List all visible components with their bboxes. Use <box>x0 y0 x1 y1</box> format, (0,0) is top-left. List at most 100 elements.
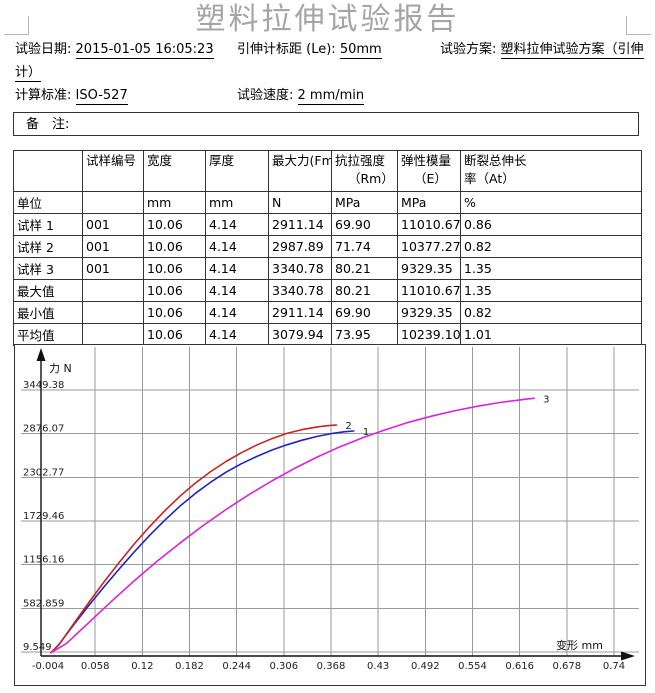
table-cell: 4.14 <box>205 257 269 280</box>
remarks-box: 备 注: <box>13 112 639 136</box>
table-cell: 10.06 <box>143 213 206 236</box>
table-cell: 2987.89 <box>268 235 332 258</box>
column-header: 宽度 <box>143 150 206 192</box>
curve-label-3: 3 <box>543 394 549 405</box>
y-tick-label: 3449.38 <box>23 380 64 391</box>
table-cell: mm <box>205 191 269 214</box>
table-cell: 1.35 <box>460 257 642 280</box>
table-cell: 2911.14 <box>268 301 332 324</box>
table-cell: 11010.67 <box>397 279 461 302</box>
y-tick-label: 2876.07 <box>23 424 64 435</box>
data-row: 试样 1 001 10.06 4.14 2911.14 69.90 11010.67 0.86 <box>13 213 642 236</box>
data-row: 最小值 10.06 4.14 2911.14 69.90 9329.35 0.82 <box>13 301 642 324</box>
y-tick-label: 582.859 <box>23 598 64 609</box>
gauge-length-label: 引伸计标距 (Le): <box>237 42 336 57</box>
x-tick-label: 0.244 <box>222 661 251 672</box>
table-cell: 10239.10 <box>397 323 461 346</box>
table-cell: 10377.27 <box>397 235 461 258</box>
y-axis-title: 力 N <box>49 362 72 375</box>
table-cell <box>82 323 144 346</box>
table-cell: 001 <box>82 235 144 258</box>
table-cell: 80.21 <box>331 279 398 302</box>
table-cell: mm <box>143 191 206 214</box>
table-cell: 73.95 <box>331 323 398 346</box>
test-speed-field: 试验速度: 2 mm/min <box>237 84 365 105</box>
table-cell: 4.14 <box>205 235 269 258</box>
table-cell: 001 <box>82 257 144 280</box>
x-tick-label: 0.368 <box>317 661 346 672</box>
units-row: 单位 mm mm N MPa MPa% <box>13 191 642 214</box>
table-cell: 69.90 <box>331 301 398 324</box>
standard-field: 计算标准: ISO-527 <box>15 84 128 105</box>
standard-value: ISO-527 <box>75 88 128 105</box>
table-cell: 0.86 <box>460 213 642 236</box>
x-axis-arrow-icon <box>621 651 635 661</box>
table-cell: 001 <box>82 213 144 236</box>
force-deformation-chart: 力 N 变形 mm -0.004 0.058 0.12 0.182 0.244 0.306 0.… <box>14 344 646 686</box>
table-cell: 3079.94 <box>268 323 332 346</box>
trim-mark-top-left <box>4 16 29 35</box>
results-table: 试样编号宽度厚度最大力(Fm)抗拉强度（Rm）弹性模量（E）断裂总伸长率（At）… <box>13 150 642 346</box>
x-axis-title: 变形 mm <box>556 638 603 652</box>
test-date-value: 2015-01-05 16:05:23 <box>75 42 214 59</box>
curve-specimen-1 <box>50 430 355 654</box>
y-tick-label: 2302.77 <box>23 467 64 478</box>
table-cell: 试样 1 <box>13 213 83 236</box>
table-cell: 1.35 <box>460 279 642 302</box>
column-header: 弹性模量 （E） <box>397 150 461 192</box>
table-cell: 1.01 <box>460 323 642 346</box>
y-tick-label: 1156.16 <box>23 555 64 566</box>
table-cell: 71.74 <box>331 235 398 258</box>
x-tick-label: 0.058 <box>81 661 110 672</box>
gauge-length-value: 50mm <box>339 42 382 59</box>
table-cell <box>82 191 144 214</box>
y-axis-arrow-icon <box>36 348 46 361</box>
table-cell <box>82 301 144 324</box>
page-title: 塑料拉伸试验报告 <box>195 2 460 37</box>
table-cell: 0.82 <box>460 301 642 324</box>
table-cell: 最大值 <box>13 279 83 302</box>
table-cell: 4.14 <box>205 301 269 324</box>
table-cell: 80.21 <box>331 257 398 280</box>
data-row: 试样 3 001 10.06 4.14 3340.78 80.21 9329.35 1.35 <box>13 257 642 280</box>
meta-line-2: 计） <box>15 61 42 82</box>
column-header: 试样编号 <box>82 150 144 192</box>
test-scheme-field: 试验方案: 塑料拉伸试验方案（引伸 <box>440 38 644 59</box>
table-cell: 10.06 <box>143 323 206 346</box>
data-row: 平均值 10.06 4.14 3079.94 73.95 10239.10 1.01 <box>13 323 642 346</box>
chart-canvas: 力 N 变形 mm -0.004 0.058 0.12 0.182 0.244 0.306 0.… <box>21 347 639 672</box>
trim-mark-top-right <box>626 16 651 35</box>
test-scheme-label: 试验方案: <box>440 42 497 57</box>
column-header: 断裂总伸长 率（At） <box>460 150 642 192</box>
remarks-label: 备 注: <box>26 117 70 132</box>
test-speed-value: 2 mm/min <box>297 88 365 105</box>
x-tick-label: 0.182 <box>175 661 204 672</box>
column-header: 抗拉强度 （Rm） <box>331 150 398 192</box>
table-cell: 69.90 <box>331 213 398 236</box>
table-cell: 2911.14 <box>268 213 332 236</box>
column-header: 厚度 <box>205 150 269 192</box>
x-tick-label: 0.306 <box>270 661 299 672</box>
x-tick-label: 0.492 <box>411 661 440 672</box>
table-cell: 单位 <box>13 191 83 214</box>
curve-specimen-2 <box>50 424 338 654</box>
column-header <box>13 150 83 192</box>
test-speed-label: 试验速度: <box>237 88 294 103</box>
x-tick-label: 0.74 <box>603 661 625 672</box>
table-cell: 平均值 <box>13 323 83 346</box>
gauge-length-field: 引伸计标距 (Le): 50mm <box>237 38 382 59</box>
table-cell: 9329.35 <box>397 301 461 324</box>
table-cell: MPa <box>397 191 461 214</box>
table-cell: 最小值 <box>13 301 83 324</box>
table-cell: 试样 3 <box>13 257 83 280</box>
test-date-label: 试验日期: <box>15 42 72 57</box>
table-cell: 10.06 <box>143 235 206 258</box>
test-scheme-value: 塑料拉伸试验方案（引伸 <box>500 42 644 59</box>
x-tick-label: -0.004 <box>32 661 64 672</box>
table-cell: 4.14 <box>205 323 269 346</box>
table-cell: 4.14 <box>205 279 269 302</box>
test-date-field: 试验日期: 2015-01-05 16:05:23 <box>15 38 214 59</box>
curve-label-1: 1 <box>363 427 369 438</box>
